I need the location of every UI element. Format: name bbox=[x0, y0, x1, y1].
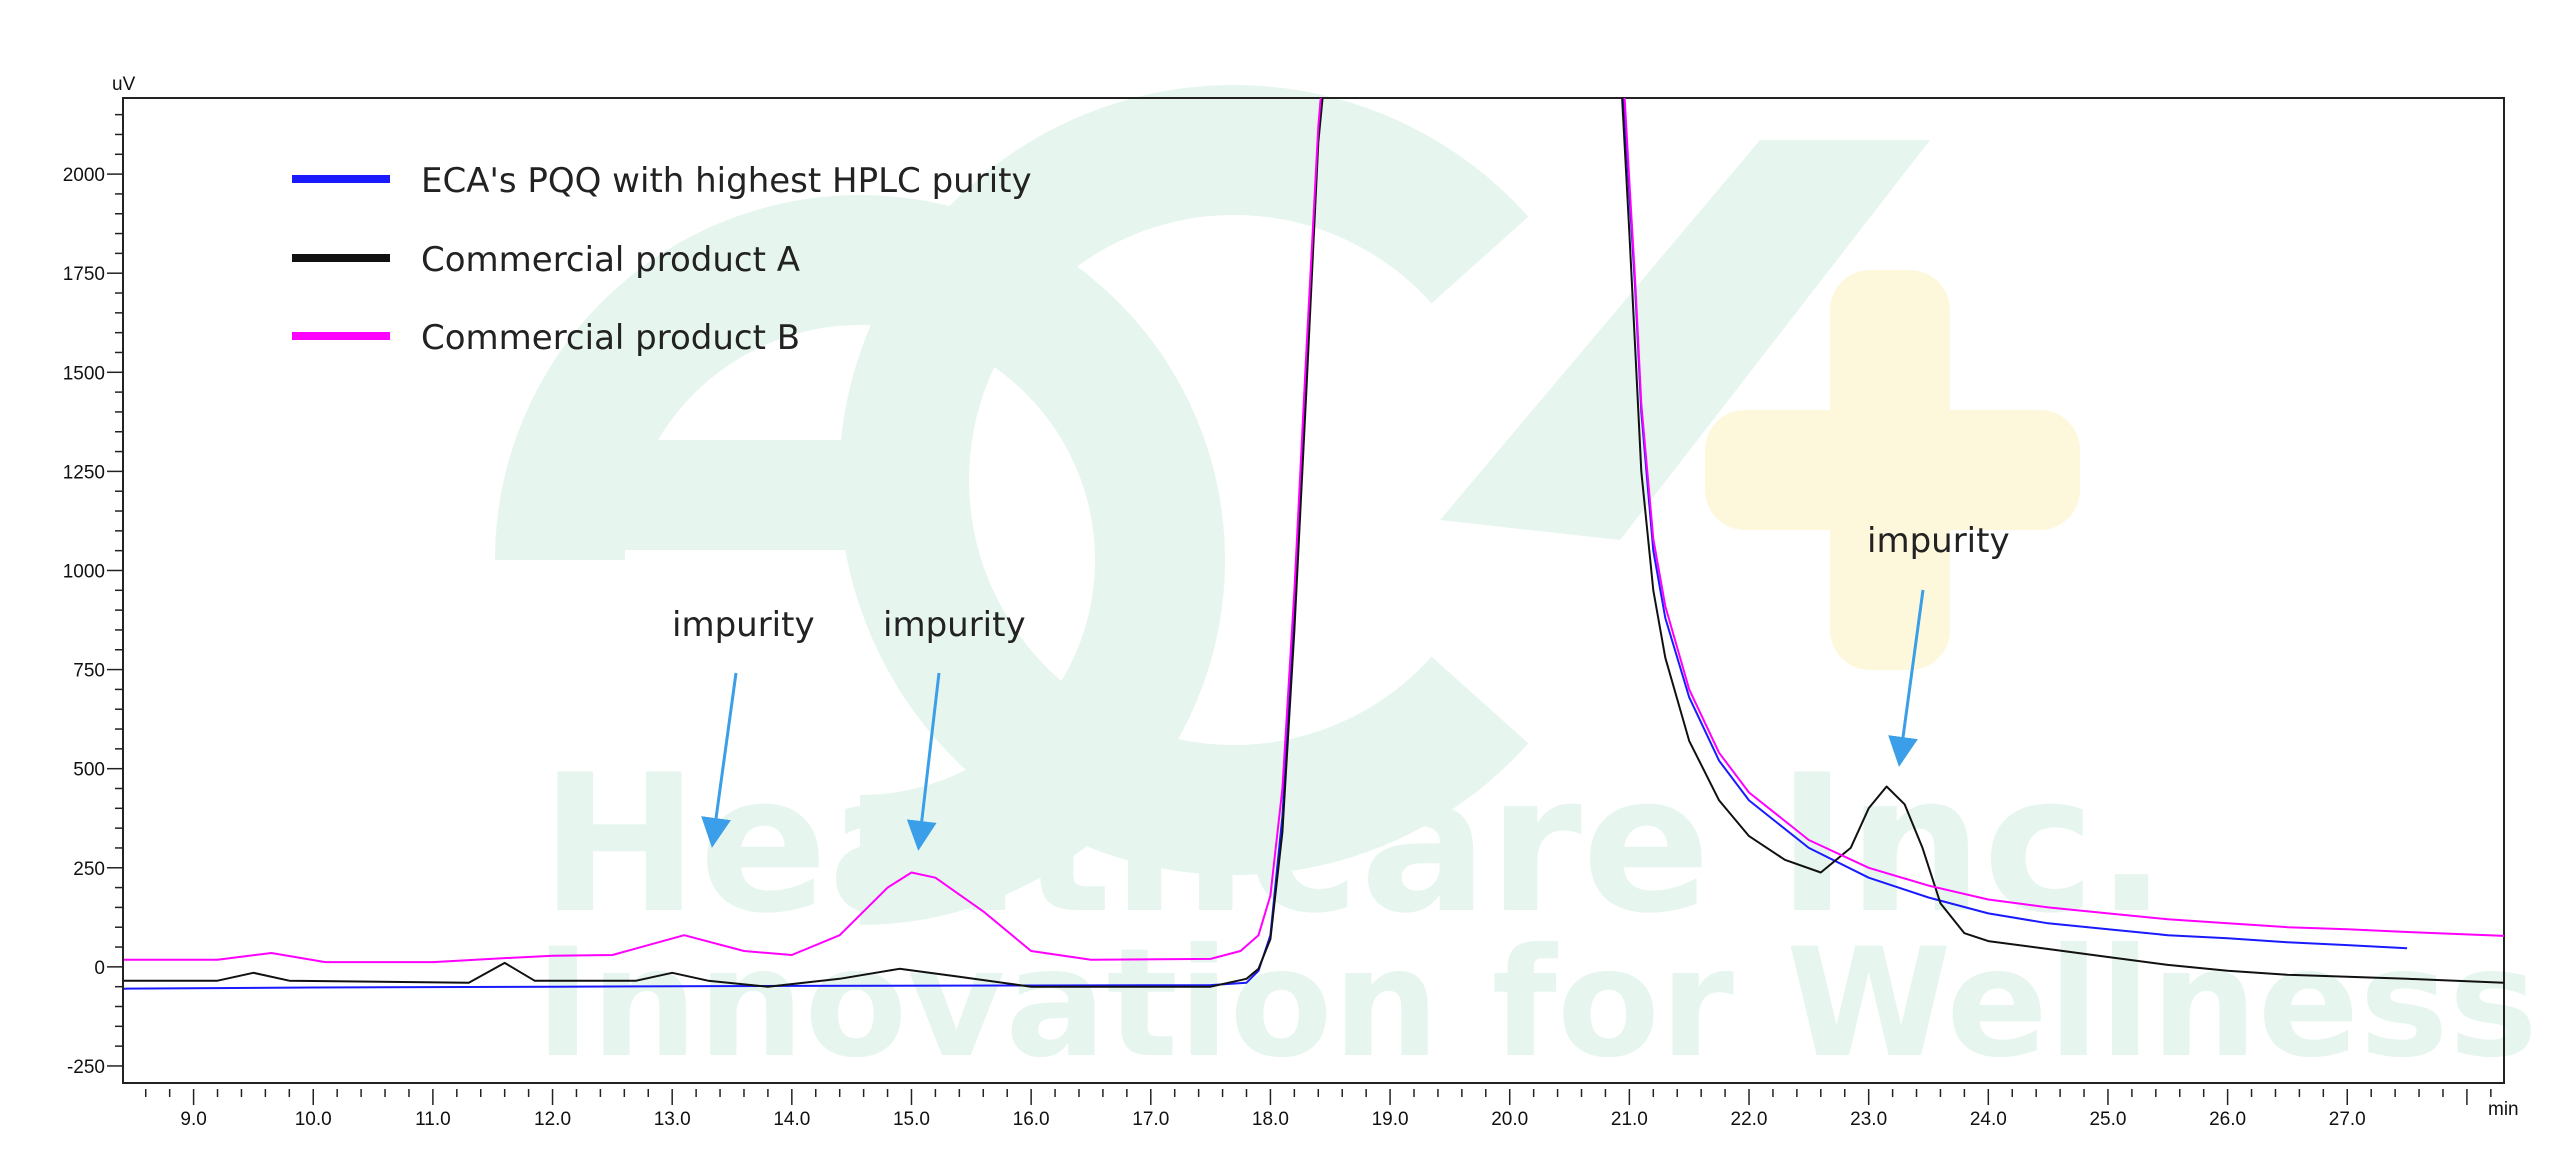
y-tick-label: 250 bbox=[73, 859, 105, 880]
y-tick-label: 750 bbox=[73, 661, 105, 682]
x-tick-label: 14.0 bbox=[773, 1109, 810, 1130]
annotation-impurity-2: impurity bbox=[883, 605, 1026, 645]
x-axis-unit: min bbox=[2488, 1099, 2519, 1120]
x-tick-label: 18.0 bbox=[1252, 1109, 1289, 1130]
svg-text:Innovation for Wellness: Innovation for Wellness bbox=[535, 917, 2538, 1091]
svg-text:Healthcare Inc.: Healthcare Inc. bbox=[540, 734, 2168, 955]
y-tick-label: 1500 bbox=[63, 363, 105, 384]
annotation-impurity-3: impurity bbox=[1867, 521, 2010, 561]
annotation-impurity-1: impurity bbox=[672, 605, 815, 645]
y-tick-label: 0 bbox=[94, 958, 105, 979]
x-tick-label: 24.0 bbox=[1970, 1109, 2007, 1130]
x-tick-label: 11.0 bbox=[415, 1109, 451, 1130]
x-tick-label: 13.0 bbox=[654, 1109, 691, 1130]
y-tick-label: 1000 bbox=[63, 561, 105, 582]
y-tick-label: 1250 bbox=[63, 462, 105, 483]
y-tick-label: 1750 bbox=[63, 264, 105, 285]
annotation-arrow-3 bbox=[1888, 589, 1925, 767]
y-tick-label: 2000 bbox=[63, 165, 105, 186]
x-tick-label: 19.0 bbox=[1372, 1109, 1409, 1130]
legend-label-product-a: Commercial product A bbox=[421, 240, 800, 280]
x-tick-label: 12.0 bbox=[534, 1109, 571, 1130]
x-tick-label: 27.0 bbox=[2329, 1109, 2366, 1130]
y-tick-label: -250 bbox=[67, 1057, 105, 1078]
x-tick-label: 23.0 bbox=[1850, 1109, 1887, 1130]
x-tick-label: 9.0 bbox=[180, 1109, 206, 1130]
x-tick-label: 21.0 bbox=[1611, 1109, 1648, 1130]
x-tick-label: 15.0 bbox=[893, 1109, 930, 1130]
series-line-1 bbox=[124, 98, 2504, 988]
x-tick-label: 20.0 bbox=[1491, 1109, 1528, 1130]
x-tick-label: 17.0 bbox=[1132, 1109, 1169, 1130]
legend: ECA's PQQ with highest HPLC purity Comme… bbox=[292, 161, 1032, 358]
x-tick-label: 10.0 bbox=[295, 1109, 332, 1130]
annotation-arrow-2 bbox=[906, 672, 941, 851]
annotation-arrow-1 bbox=[701, 672, 738, 848]
x-tick-label: 16.0 bbox=[1013, 1109, 1050, 1130]
x-tick-label: 25.0 bbox=[2089, 1109, 2126, 1130]
y-axis-unit: uV bbox=[112, 74, 136, 95]
x-tick-label: 26.0 bbox=[2209, 1109, 2246, 1130]
legend-label-product-b: Commercial product B bbox=[421, 318, 800, 358]
annotations: impurity impurity impurity bbox=[672, 521, 2010, 851]
y-tick-label: 500 bbox=[73, 760, 105, 781]
x-tick-label: 22.0 bbox=[1731, 1109, 1768, 1130]
series-line-2 bbox=[124, 98, 2504, 964]
legend-label-eca: ECA's PQQ with highest HPLC purity bbox=[421, 161, 1032, 201]
watermark-logo: Healthcare Inc. Innovation for Wellness bbox=[495, 85, 2538, 1091]
